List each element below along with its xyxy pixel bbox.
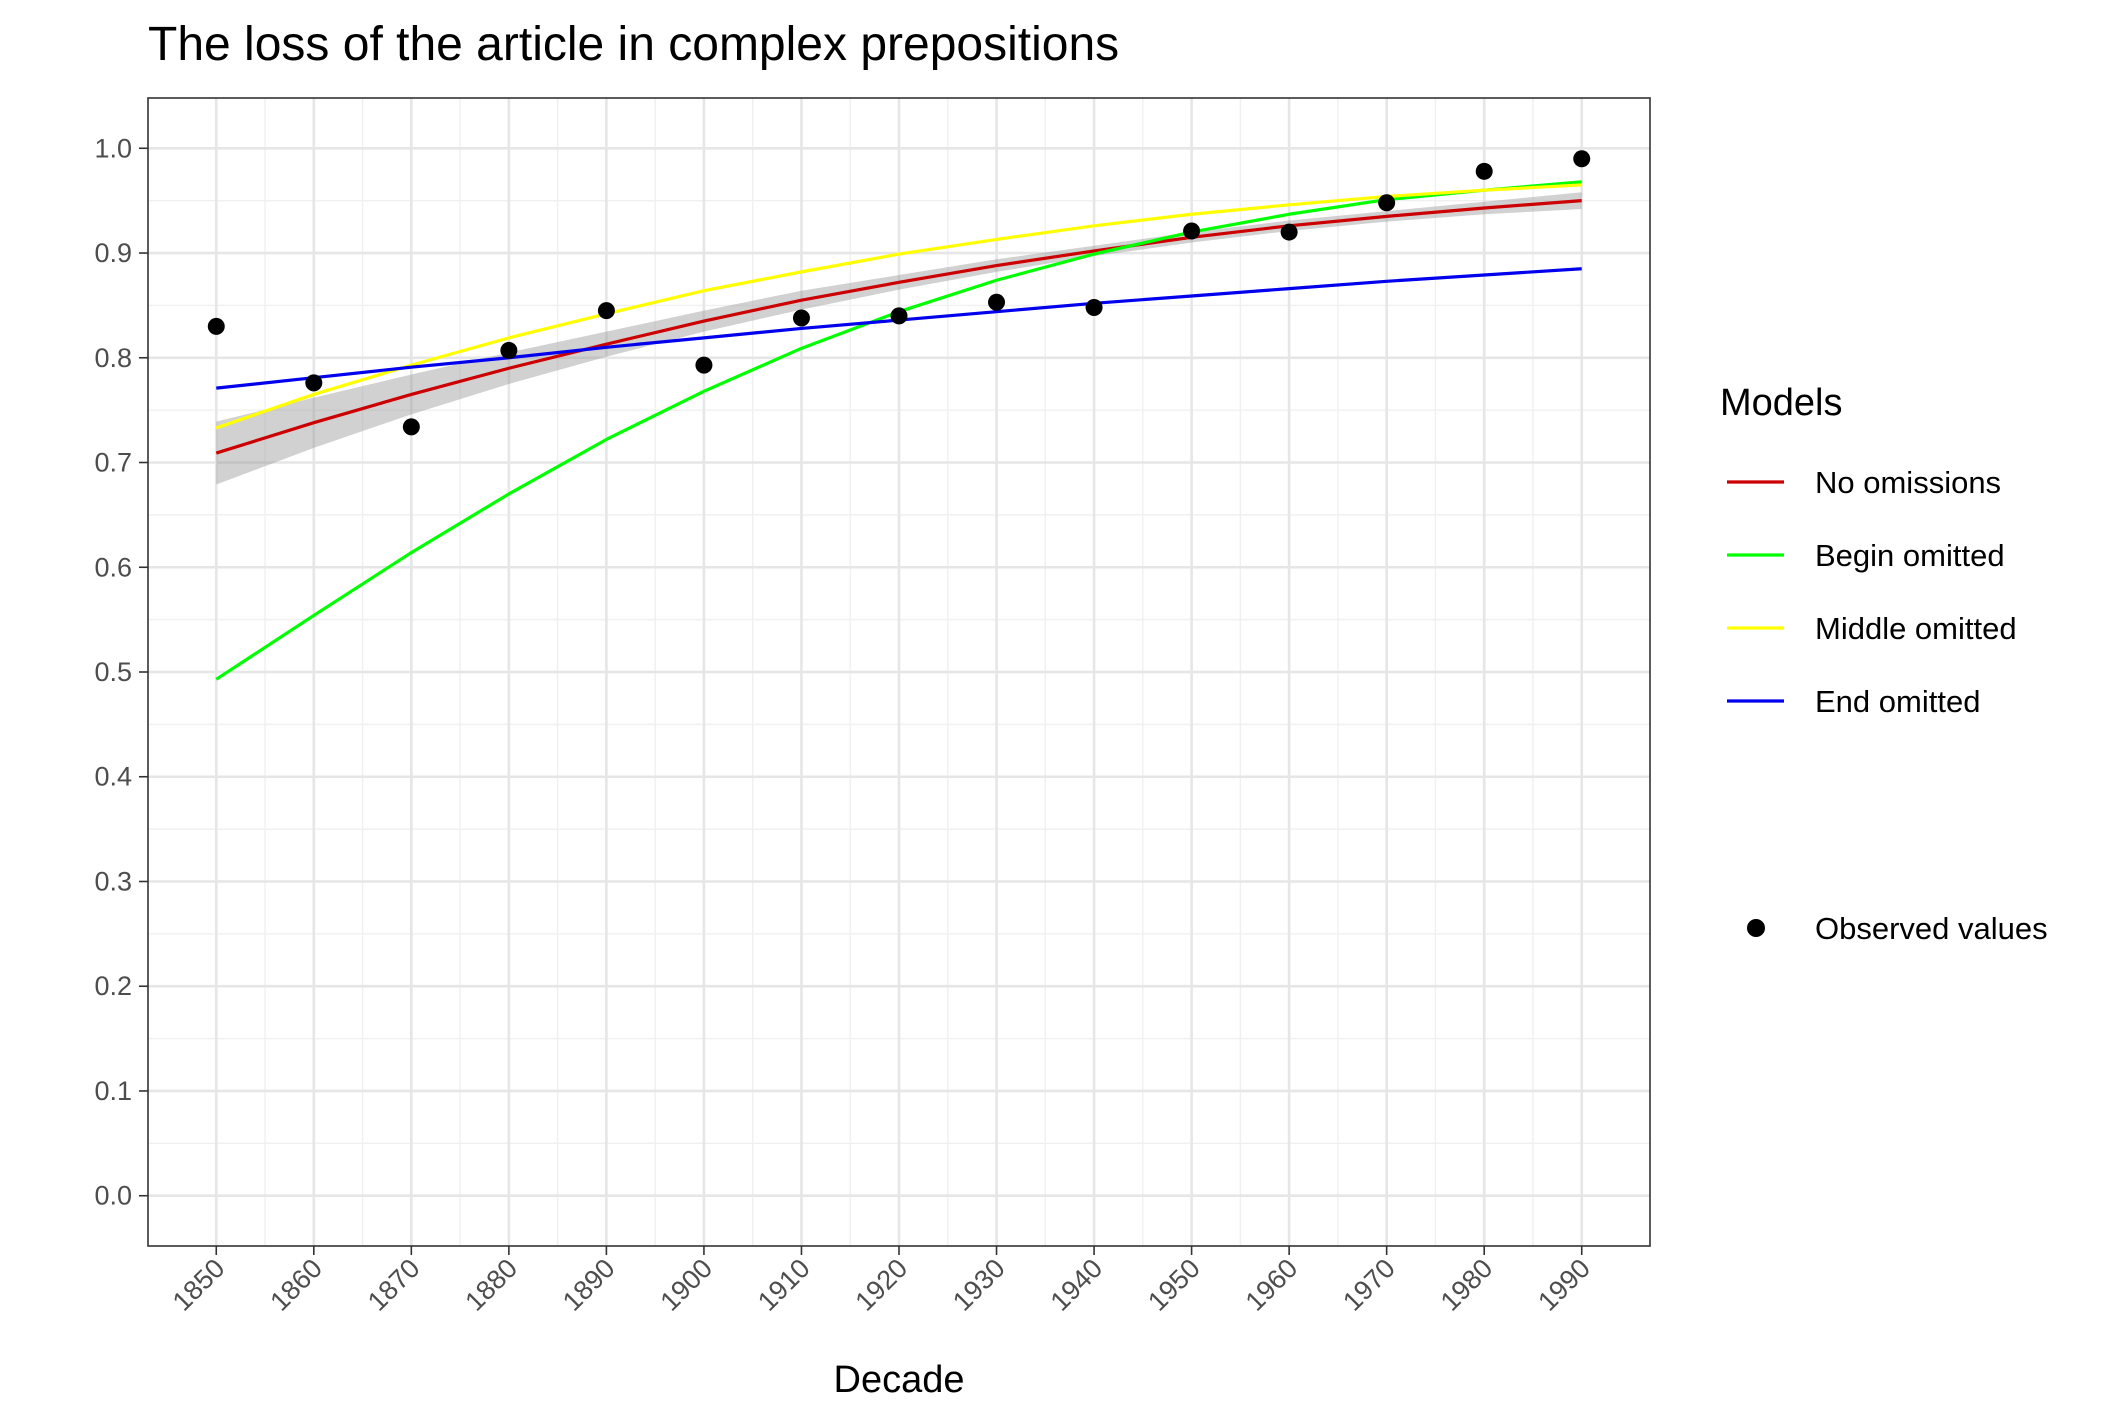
observed-point (1378, 194, 1396, 212)
chart-title: The loss of the article in complex prepo… (148, 18, 1119, 71)
legend-item-3: End omitted (1727, 684, 1980, 719)
series-line-2 (215, 183, 1582, 430)
x-tick-label: 1930 (947, 1253, 1011, 1317)
y-tick-label: 0.8 (94, 343, 132, 373)
observed-point (792, 309, 810, 327)
legend-label: Begin omitted (1815, 538, 2005, 573)
observed-point (1280, 223, 1298, 241)
x-tick-label: 1900 (654, 1253, 718, 1317)
x-tick-label: 1970 (1337, 1253, 1401, 1317)
legend-title: Models (1720, 382, 1843, 424)
y-tick-label: 0.4 (94, 762, 132, 792)
observed-point (695, 356, 713, 374)
x-tick-label: 1860 (264, 1253, 328, 1317)
observed-point (890, 307, 908, 325)
observed-point (402, 418, 420, 436)
observed-point (1183, 222, 1201, 240)
x-tick-label: 1870 (362, 1253, 426, 1317)
x-tick-label: 1950 (1142, 1253, 1206, 1317)
y-tick-label: 0.9 (94, 238, 132, 268)
major-gridlines (148, 98, 1650, 1246)
y-tick-label: 0.7 (94, 448, 132, 478)
legend-item-2: Middle omitted (1727, 611, 2017, 646)
y-tick-label: 0.1 (94, 1076, 132, 1106)
y-tick-label: 0.3 (94, 866, 132, 896)
x-tick-label: 1940 (1045, 1253, 1109, 1317)
x-tick-label: 1890 (557, 1253, 621, 1317)
observed-point (500, 341, 518, 359)
legend-label: No omissions (1815, 465, 2001, 500)
legend-item-observed: Observed values (1747, 911, 2048, 946)
observed-point (988, 293, 1006, 311)
y-tick-label: 0.5 (94, 657, 132, 687)
x-tick-label: 1920 (850, 1253, 914, 1317)
observed-point (1573, 150, 1591, 168)
legend: Models No omissions Begin omitted Middle o… (1720, 382, 2048, 946)
observed-points-layer (207, 150, 1591, 436)
legend-label-observed: Observed values (1815, 911, 2048, 946)
observed-point (1085, 298, 1103, 316)
x-tick-label: 1980 (1435, 1253, 1499, 1317)
x-tick-label: 1990 (1532, 1253, 1596, 1317)
legend-label: Middle omitted (1815, 611, 2017, 646)
y-tick-label: 0.2 (94, 971, 132, 1001)
y-tick-label: 1.0 (94, 133, 132, 163)
legend-item-1: Begin omitted (1727, 538, 2005, 573)
x-axis-title: Decade (834, 1359, 965, 1401)
series-line-0 (215, 199, 1582, 455)
x-tick-label: 1960 (1240, 1253, 1304, 1317)
legend-items: No omissions Begin omitted Middle omitted E… (1727, 465, 2017, 719)
legend-item-0: No omissions (1727, 465, 2001, 500)
observed-point (597, 302, 615, 320)
x-tick-label: 1910 (752, 1253, 816, 1317)
y-axis: 0.0 0.1 0.2 0.3 0.4 0.5 0.6 0.7 0.8 0.9 1.0 (94, 133, 148, 1211)
y-tick-label: 0.0 (94, 1181, 132, 1211)
x-tick-label: 1880 (459, 1253, 523, 1317)
observed-point (207, 317, 225, 335)
x-axis: 1850 1860 1870 1880 1890 1900 1910 1920 1930 1940… (167, 1246, 1596, 1317)
observed-point (305, 374, 323, 392)
x-tick-label: 1850 (167, 1253, 231, 1317)
legend-observed-marker (1747, 919, 1765, 937)
y-tick-label: 0.6 (94, 552, 132, 582)
observed-point (1475, 162, 1493, 180)
legend-label: End omitted (1815, 684, 1980, 719)
